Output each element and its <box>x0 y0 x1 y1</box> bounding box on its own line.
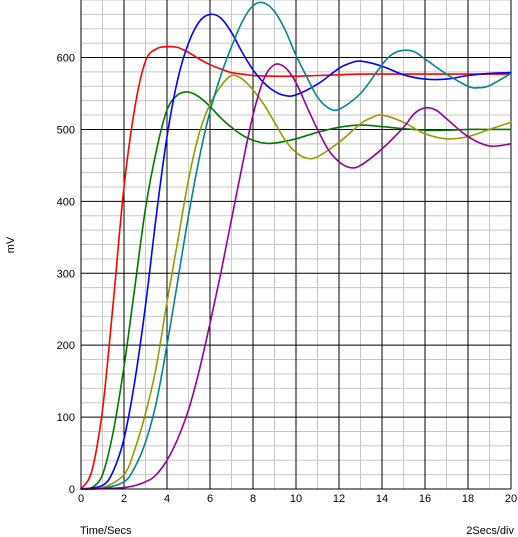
series-line-1 <box>80 45 512 490</box>
series-line-4 <box>80 74 512 490</box>
y-tick-label: 100 <box>57 412 75 424</box>
x-tick-label: 16 <box>419 493 431 505</box>
x-tick-label: 10 <box>290 493 302 505</box>
x-axis-title: Time/Secs <box>80 525 132 537</box>
series-layer <box>80 1 512 490</box>
x-tick-label: 18 <box>462 493 474 505</box>
y-tick-label: 400 <box>57 196 75 208</box>
series-line-2 <box>80 91 512 490</box>
y-tick-label: 200 <box>57 340 75 352</box>
y-tick-labels: 0 100 200 300 400 500 600 <box>57 53 75 496</box>
x-tick-label: 4 <box>164 493 170 505</box>
x-tick-label: 14 <box>376 493 388 505</box>
y-tick-label: 500 <box>57 124 75 136</box>
y-tick-label: 300 <box>57 268 75 280</box>
x-scale-note: 2Secs/div <box>466 525 514 537</box>
x-tick-label: 8 <box>250 493 256 505</box>
y-axis-title: mV <box>5 236 17 253</box>
series-line-5 <box>80 1 512 490</box>
series-line-3 <box>80 13 512 490</box>
axes <box>80 0 511 490</box>
y-tick-label: 600 <box>57 53 75 65</box>
x-tick-label: 12 <box>333 493 345 505</box>
x-tick-label: 20 <box>505 493 517 505</box>
x-tick-label: 0 <box>78 493 84 505</box>
x-tick-label: 6 <box>207 493 213 505</box>
x-tick-label: 2 <box>121 493 127 505</box>
x-tick-labels: 0 2 4 6 8 10 12 14 16 18 20 <box>78 493 517 505</box>
y-tick-label: 0 <box>69 484 75 496</box>
series-line-6 <box>80 63 512 490</box>
